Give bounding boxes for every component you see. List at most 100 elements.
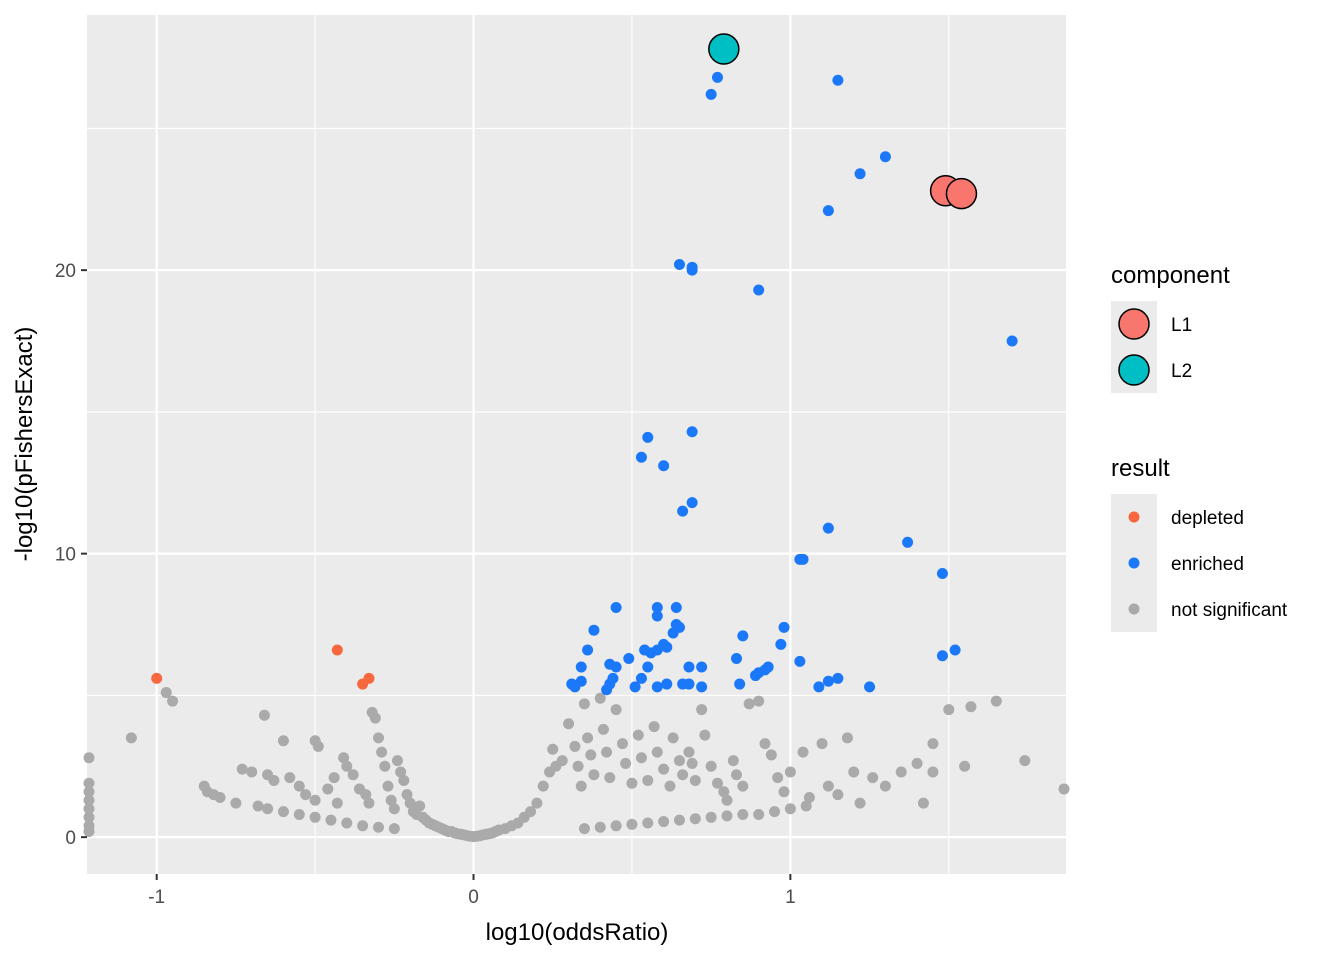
point-not-significant <box>803 791 815 803</box>
point-not-significant <box>927 738 939 750</box>
point-enriched <box>683 661 695 673</box>
y-tick-label: 10 <box>55 545 76 566</box>
point-not-significant <box>563 718 575 730</box>
point-not-significant <box>325 814 337 826</box>
point-enriched <box>813 681 825 693</box>
point-enriched <box>686 264 698 276</box>
point-enriched <box>607 672 619 684</box>
point-not-significant <box>582 732 594 744</box>
point-enriched <box>822 205 834 217</box>
point-not-significant <box>376 746 388 758</box>
point-not-significant <box>357 820 369 832</box>
point-not-significant <box>667 732 679 744</box>
point-not-significant <box>721 794 733 806</box>
point-enriched <box>936 567 948 579</box>
legend-result: result depleted enriched not significant <box>1111 455 1288 632</box>
legend-component: component L1 L2 <box>1111 262 1230 393</box>
point-not-significant <box>626 777 638 789</box>
data-points <box>83 33 1070 843</box>
point-not-significant <box>689 774 701 786</box>
point-not-significant <box>277 806 289 818</box>
x-tick-label: -1 <box>148 887 165 908</box>
point-enriched <box>737 630 749 642</box>
point-enriched <box>683 678 695 690</box>
point-not-significant <box>721 810 733 822</box>
point-not-significant <box>943 704 955 716</box>
point-enriched <box>677 505 689 517</box>
point-not-significant <box>160 687 172 699</box>
point-not-significant <box>765 749 777 761</box>
legend-key-enriched <box>1128 557 1140 569</box>
point-not-significant <box>696 704 708 716</box>
point-not-significant <box>959 760 971 772</box>
point-not-significant <box>642 817 654 829</box>
point-enriched <box>696 681 708 693</box>
point-enriched <box>658 460 670 472</box>
point-not-significant <box>293 780 305 792</box>
point-not-significant <box>610 704 622 716</box>
point-not-significant <box>537 780 549 792</box>
point-not-significant <box>388 823 400 835</box>
point-not-significant <box>277 735 289 747</box>
legend-label-enriched: enriched <box>1171 554 1244 575</box>
point-enriched <box>642 431 654 443</box>
point-not-significant <box>658 816 670 828</box>
legend-label-l2: L2 <box>1171 361 1192 382</box>
point-depleted <box>363 672 375 684</box>
legend-key-depleted <box>1128 511 1140 523</box>
point-enriched <box>635 672 647 684</box>
y-axis-ticks: 0 10 20 <box>55 261 87 849</box>
point-not-significant <box>867 772 879 784</box>
point-not-significant <box>309 811 321 823</box>
legend-label-l1: L1 <box>1171 315 1192 336</box>
point-not-significant <box>784 803 796 815</box>
point-not-significant <box>683 746 695 758</box>
point-not-significant <box>626 818 638 830</box>
y-tick-label: 0 <box>65 828 76 849</box>
point-not-significant <box>784 766 796 778</box>
point-not-significant <box>616 738 628 750</box>
legend-key-not-significant <box>1128 603 1140 615</box>
point-not-significant <box>395 766 407 778</box>
point-enriched <box>651 610 663 622</box>
point-enriched <box>670 602 682 614</box>
point-l2 <box>708 33 740 65</box>
point-not-significant <box>737 808 749 820</box>
point-not-significant <box>769 806 781 818</box>
point-not-significant <box>673 814 685 826</box>
point-not-significant <box>1058 783 1070 795</box>
point-not-significant <box>743 698 755 710</box>
point-not-significant <box>83 752 95 764</box>
x-tick-label: 1 <box>785 887 796 908</box>
legend-key-l1 <box>1118 308 1150 340</box>
point-not-significant <box>727 755 739 767</box>
point-enriched <box>667 627 679 639</box>
point-not-significant <box>594 821 606 833</box>
point-not-significant <box>1019 755 1031 767</box>
point-not-significant <box>83 786 95 798</box>
point-not-significant <box>300 789 312 801</box>
point-not-significant <box>737 780 749 792</box>
point-not-significant <box>83 811 95 823</box>
point-not-significant <box>83 794 95 806</box>
point-not-significant <box>379 760 391 772</box>
point-not-significant <box>167 695 179 707</box>
point-enriched <box>582 644 594 656</box>
point-enriched <box>832 74 844 86</box>
point-not-significant <box>531 797 543 809</box>
point-not-significant <box>236 763 248 775</box>
point-enriched <box>750 670 762 682</box>
point-not-significant <box>293 808 305 820</box>
point-not-significant <box>569 740 581 752</box>
point-enriched <box>864 681 876 693</box>
point-enriched <box>635 451 647 463</box>
point-not-significant <box>125 732 137 744</box>
point-not-significant <box>372 732 384 744</box>
point-not-significant <box>658 763 670 775</box>
point-enriched <box>623 653 635 665</box>
point-not-significant <box>753 695 765 707</box>
point-enriched <box>651 644 663 656</box>
legend-result-title: result <box>1111 455 1170 482</box>
point-not-significant <box>575 780 587 792</box>
point-not-significant <box>246 766 258 778</box>
